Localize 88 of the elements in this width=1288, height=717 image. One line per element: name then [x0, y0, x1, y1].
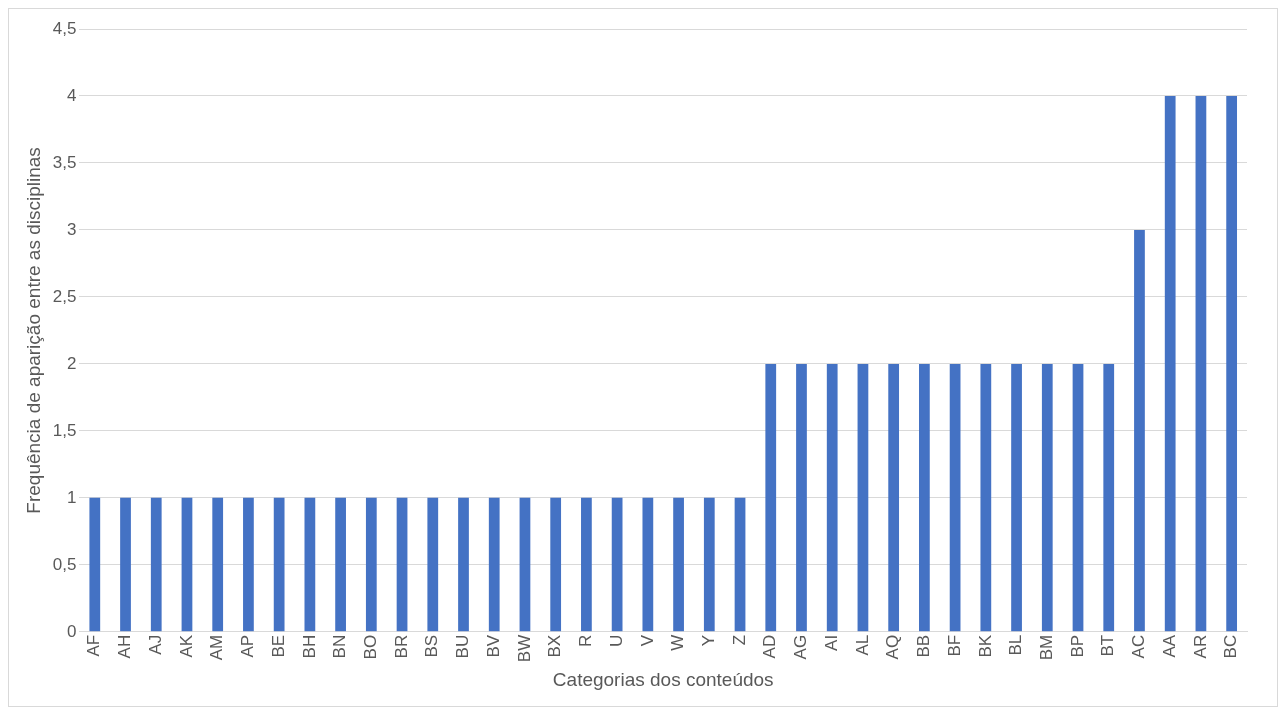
bar [703, 497, 715, 632]
bar [427, 497, 439, 632]
bar [365, 497, 377, 632]
x-tick-label: BB [914, 634, 934, 658]
x-tick-label: BR [391, 634, 411, 659]
y-axis-title: Frequência de aparição entre as disciplinas [22, 147, 44, 514]
x-tick-label: BM [1036, 634, 1056, 661]
bar [150, 497, 162, 632]
bar [1195, 95, 1207, 632]
y-tick-label: 4,5 [52, 18, 77, 38]
bar [796, 363, 807, 632]
bar [1226, 95, 1238, 632]
x-tick-label: AF [84, 634, 104, 657]
bar [1041, 363, 1053, 632]
y-tick-label: 1,5 [52, 420, 77, 440]
y-tick-label: 0,5 [52, 554, 77, 574]
bar [581, 497, 592, 632]
x-tick-label: BH [299, 634, 319, 659]
bar [304, 497, 316, 632]
x-tick-label: AA [1159, 634, 1179, 658]
bar [396, 497, 408, 632]
x-tick-label: AK [176, 634, 196, 658]
x-tick-label: BF [944, 634, 964, 657]
x-tick-label: AI [821, 634, 841, 651]
bar [1011, 363, 1022, 632]
x-tick-label: BP [1067, 634, 1087, 658]
x-tick-label: BE [268, 634, 288, 658]
x-tick-label: BW [514, 634, 534, 663]
bar [857, 363, 869, 632]
y-tick-label: 3,5 [52, 152, 77, 172]
bar [273, 497, 285, 632]
x-tick-label: AJ [145, 634, 165, 655]
x-tick-label: AD [760, 634, 780, 659]
bar [888, 363, 900, 632]
bar [949, 363, 961, 632]
bar [120, 497, 131, 632]
x-tick-label: W [668, 634, 688, 651]
bar [550, 497, 562, 632]
bar [458, 497, 469, 632]
x-tick-label: BC [1221, 634, 1241, 659]
bar [181, 497, 193, 632]
bar [335, 497, 346, 632]
bar [826, 363, 838, 632]
x-tick-label: BL [1006, 634, 1026, 656]
bar [919, 363, 930, 632]
y-tick-label: 1 [66, 487, 77, 507]
bar [765, 363, 777, 632]
x-tick-label: AP [238, 634, 258, 658]
x-tick-label: BX [545, 634, 565, 658]
bar [734, 497, 746, 632]
bar [673, 497, 684, 632]
x-tick-label: BS [422, 634, 442, 658]
bar [980, 363, 992, 632]
y-tick-label: 2,5 [52, 286, 77, 306]
x-tick-label: AL [852, 634, 872, 656]
bar [1103, 363, 1115, 632]
bar [212, 497, 224, 632]
x-tick-label: AH [115, 634, 135, 659]
bar [642, 497, 654, 632]
x-tick-label: U [606, 634, 626, 648]
x-tick-label: R [576, 634, 596, 648]
x-tick-label: BV [483, 634, 503, 658]
x-tick-label: Z [729, 634, 749, 646]
bar [488, 497, 500, 632]
bar [89, 497, 101, 632]
bar [1134, 229, 1145, 632]
x-tick-label: AG [791, 634, 811, 660]
x-tick-label: AR [1190, 634, 1210, 659]
x-tick-label: BO [361, 634, 381, 660]
y-tick-label: 3 [66, 219, 77, 239]
x-axis-title: Categorias dos conteúdos [552, 668, 774, 690]
bar [243, 497, 254, 632]
bar [519, 497, 531, 632]
x-tick-label: AM [207, 634, 227, 661]
x-tick-label: BN [330, 634, 350, 659]
x-tick-label: BU [453, 634, 473, 659]
x-tick-label: Y [698, 634, 718, 647]
bar [1164, 95, 1176, 632]
bar [1072, 363, 1084, 632]
y-tick-label: 2 [66, 353, 77, 373]
x-tick-label: BK [975, 634, 995, 658]
x-tick-label: V [637, 634, 657, 647]
x-tick-label: AC [1129, 634, 1149, 659]
x-tick-label: AQ [883, 634, 903, 660]
bar [611, 497, 623, 632]
y-tick-label: 4 [66, 85, 77, 105]
y-tick-label: 0 [66, 621, 77, 641]
x-tick-label: BT [1098, 634, 1118, 657]
